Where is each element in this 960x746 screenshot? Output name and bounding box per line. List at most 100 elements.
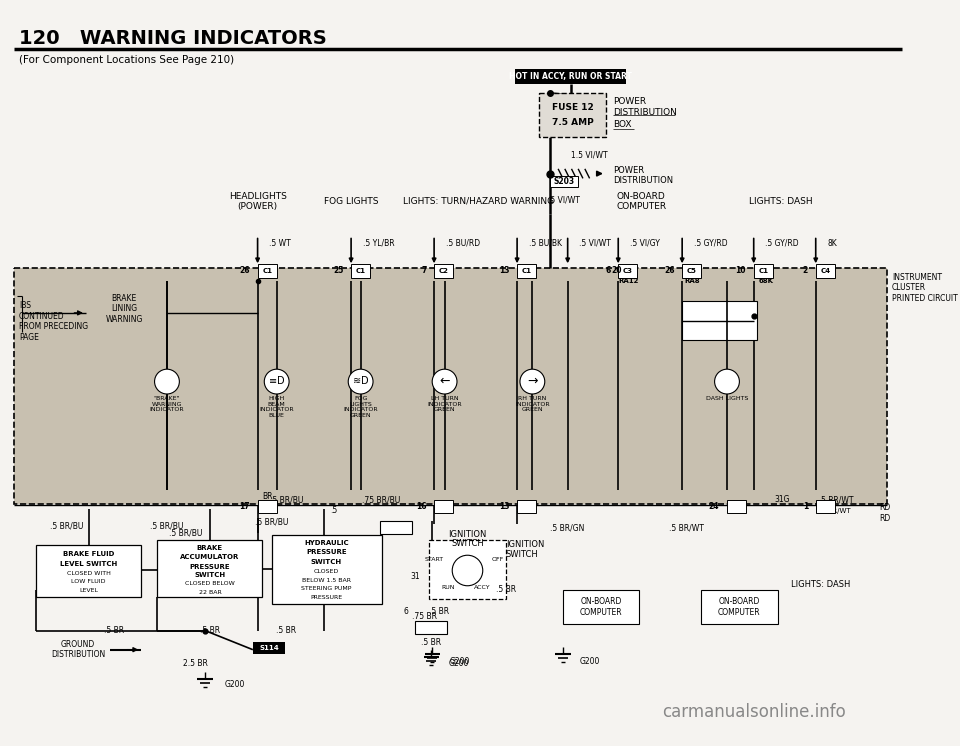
Text: CLOSED WITH: CLOSED WITH — [67, 571, 110, 576]
Text: .5 BR/BU: .5 BR/BU — [50, 521, 84, 530]
Text: RD: RD — [879, 503, 891, 512]
Text: IGNITION: IGNITION — [506, 540, 544, 549]
Bar — [434, 264, 453, 278]
Text: 31: 31 — [410, 571, 420, 580]
Text: 6: 6 — [403, 607, 408, 616]
Text: C5: C5 — [686, 268, 697, 274]
Text: .5 BR: .5 BR — [200, 626, 220, 635]
Text: ON-BOARD
COMPUTER: ON-BOARD COMPUTER — [616, 192, 666, 211]
Text: 16: 16 — [416, 502, 426, 511]
Text: ON-BOARD: ON-BOARD — [719, 597, 760, 606]
Text: 1: 1 — [803, 502, 808, 511]
Text: D: D — [361, 376, 369, 386]
Text: START: START — [424, 557, 444, 562]
Bar — [272, 535, 382, 604]
Text: ←: ← — [440, 375, 450, 388]
Text: FOG LIGHTS: FOG LIGHTS — [324, 197, 378, 206]
Text: .5 VI/GY: .5 VI/GY — [630, 239, 660, 248]
Text: C5: C5 — [521, 504, 532, 510]
Text: FOG
LIGHTS
INDICATOR
GREEN: FOG LIGHTS INDICATOR GREEN — [344, 396, 378, 419]
Text: 26: 26 — [239, 266, 250, 275]
Text: .5 BR: .5 BR — [276, 626, 297, 635]
Text: OFF: OFF — [492, 557, 504, 562]
Text: 2.5 BR: 2.5 BR — [183, 659, 208, 668]
Text: IGNITION: IGNITION — [448, 530, 487, 539]
Text: ≡: ≡ — [269, 376, 276, 386]
Text: LIGHTS: DASH: LIGHTS: DASH — [791, 580, 851, 589]
Text: C1: C1 — [262, 268, 272, 274]
Text: LH TURN
INDICATOR
GREEN: LH TURN INDICATOR GREEN — [427, 396, 462, 413]
Text: 26: 26 — [664, 266, 675, 275]
Text: C4: C4 — [820, 504, 830, 510]
Text: HOT IN ACCY, RUN OR START: HOT IN ACCY, RUN OR START — [509, 72, 632, 81]
Text: .5 BR/BU: .5 BR/BU — [255, 517, 289, 527]
Text: 68K: 68K — [758, 278, 774, 284]
Text: ≋: ≋ — [352, 376, 361, 386]
Text: COMPUTER: COMPUTER — [718, 608, 760, 617]
Bar — [415, 621, 447, 634]
Text: LIGHTS: DASH: LIGHTS: DASH — [749, 197, 812, 206]
Bar — [434, 500, 453, 513]
Text: 17: 17 — [239, 502, 250, 511]
Circle shape — [520, 369, 544, 394]
Text: .5 BR/WT: .5 BR/WT — [669, 523, 705, 532]
Text: 10: 10 — [735, 266, 746, 275]
Text: C1: C1 — [758, 268, 768, 274]
Text: HIGH
BEAM
INDICATOR
BLUE: HIGH BEAM INDICATOR BLUE — [259, 396, 294, 419]
Text: RUN: RUN — [442, 585, 455, 590]
Text: G200: G200 — [448, 659, 468, 668]
Text: .5 WT: .5 WT — [269, 239, 291, 248]
Text: .5 BU/RD: .5 BU/RD — [445, 239, 480, 248]
Circle shape — [348, 369, 373, 394]
Text: 6: 6 — [606, 266, 611, 275]
Bar — [754, 264, 773, 278]
Text: IBS
CONTINUED
FROM PRECEDING
PAGE: IBS CONTINUED FROM PRECEDING PAGE — [19, 301, 88, 342]
Text: .5: .5 — [330, 506, 338, 515]
Text: BRAKE FLUID: BRAKE FLUID — [63, 551, 114, 557]
Text: G200: G200 — [225, 680, 245, 689]
Text: S203: S203 — [553, 177, 574, 186]
Bar — [701, 589, 778, 624]
Text: G200: G200 — [449, 656, 469, 665]
Text: BRAKE
LINING
WARNING: BRAKE LINING WARNING — [106, 294, 143, 324]
Bar — [683, 301, 756, 339]
Text: ON-BOARD: ON-BOARD — [581, 597, 622, 606]
Text: "BRAKE"
WARNING
INDICATOR: "BRAKE" WARNING INDICATOR — [150, 396, 184, 413]
Text: C5: C5 — [439, 504, 448, 510]
Text: HYDRAULIC: HYDRAULIC — [304, 540, 348, 546]
Text: S114: S114 — [259, 645, 279, 651]
Text: 31G: 31G — [775, 495, 790, 504]
Bar — [157, 540, 262, 598]
Text: .75 BR: .75 BR — [412, 612, 437, 621]
Bar — [816, 500, 835, 513]
Bar — [257, 264, 276, 278]
Text: PRESSURE: PRESSURE — [189, 564, 230, 570]
Text: 13: 13 — [499, 502, 510, 511]
Text: 120   WARNING INDICATORS: 120 WARNING INDICATORS — [19, 28, 326, 48]
Text: C200: C200 — [385, 523, 407, 532]
Text: RD: RD — [879, 513, 891, 522]
Text: →: → — [527, 375, 538, 388]
Text: 5 BR/WT: 5 BR/WT — [821, 508, 851, 514]
Text: DISTRIBUTION: DISTRIBUTION — [613, 176, 674, 185]
Text: CLOSED BELOW: CLOSED BELOW — [185, 581, 235, 586]
Bar — [257, 500, 276, 513]
Text: .5 BR: .5 BR — [429, 607, 449, 616]
Text: POWER: POWER — [613, 166, 644, 175]
Circle shape — [155, 369, 180, 394]
Text: 13: 13 — [499, 266, 510, 275]
Text: BOX: BOX — [613, 120, 632, 130]
Text: .5 BR/BU: .5 BR/BU — [151, 521, 183, 530]
Text: LEVEL: LEVEL — [80, 588, 98, 593]
Text: PRESSURE: PRESSURE — [306, 549, 347, 555]
Text: C1: C1 — [355, 268, 366, 274]
Text: BELOW 1.5 BAR: BELOW 1.5 BAR — [301, 577, 350, 583]
Text: .5 YL/BR: .5 YL/BR — [363, 239, 395, 248]
Text: RA12: RA12 — [618, 278, 639, 284]
Text: .5 BR: .5 BR — [105, 626, 125, 635]
Bar — [540, 93, 606, 137]
Text: BRAKE: BRAKE — [197, 545, 223, 551]
Text: 7.5 AMP: 7.5 AMP — [552, 118, 593, 127]
Text: 2: 2 — [803, 266, 808, 275]
Text: .5 BR: .5 BR — [495, 585, 516, 594]
